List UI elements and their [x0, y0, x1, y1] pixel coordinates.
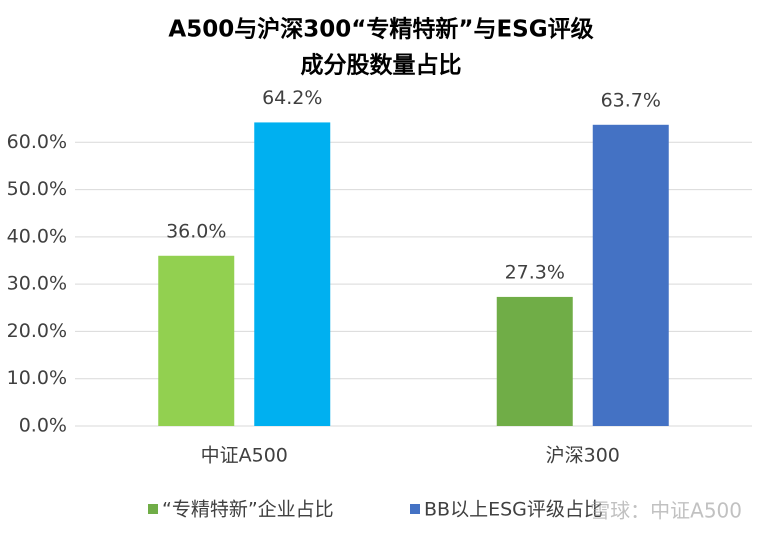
data-label: 36.0%	[166, 220, 226, 242]
chart-title: A500与沪深300“专精特新”与ESG评级	[168, 16, 593, 43]
legend-label: “专精特新”企业占比	[162, 499, 334, 521]
bar	[592, 124, 669, 426]
y-tick-label: 10.0%	[7, 367, 67, 389]
watermark: 雪球：中证A500	[590, 499, 742, 523]
bar	[254, 122, 331, 426]
legend-marker	[148, 504, 158, 514]
y-tick-label: 0.0%	[19, 415, 67, 437]
y-tick-label: 50.0%	[7, 178, 67, 200]
y-tick-label: 40.0%	[7, 225, 67, 247]
bar	[158, 255, 235, 426]
y-tick-label: 20.0%	[7, 320, 67, 342]
y-tick-label: 60.0%	[7, 131, 67, 153]
data-label: 63.7%	[601, 89, 661, 111]
x-tick-label: 沪深300	[546, 445, 620, 467]
y-tick-label: 30.0%	[7, 273, 67, 295]
data-label: 27.3%	[505, 261, 565, 283]
bar	[496, 296, 573, 426]
legend-label: BB以上ESG评级占比	[424, 499, 603, 521]
data-label: 64.2%	[262, 87, 322, 109]
chart-title: 成分股数量占比	[301, 53, 462, 79]
x-tick-label: 中证A500	[201, 445, 288, 467]
legend-marker	[410, 504, 420, 514]
